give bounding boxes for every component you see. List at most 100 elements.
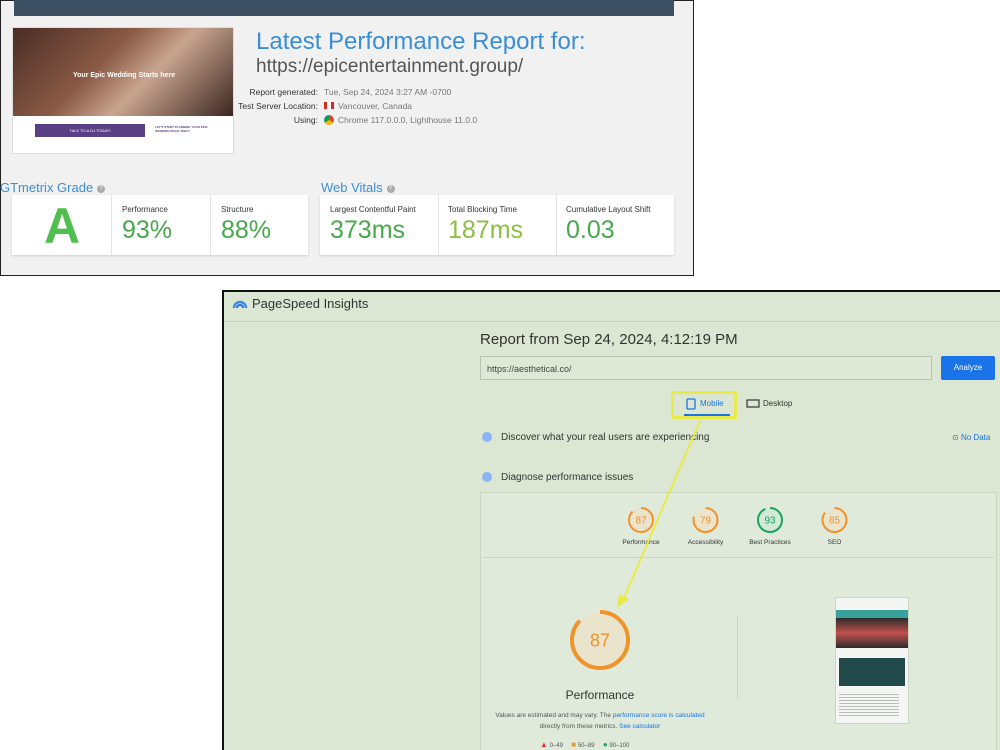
annotation-arrow — [623, 420, 701, 599]
gauge-label: Performance — [622, 539, 660, 546]
lab-card — [480, 492, 997, 750]
analyze-button[interactable]: Analyze — [941, 356, 995, 380]
tab-desktop[interactable]: Desktop — [763, 399, 793, 408]
metric-value: 88% — [221, 216, 272, 244]
vital-value: 187ms — [448, 216, 524, 244]
meta-label: Using: — [293, 115, 318, 125]
thumbnail-cta: LET'S START PLANNING YOUR EPIC WEDDING R… — [155, 125, 208, 133]
no-data: ⊙ No Data — [952, 433, 991, 442]
gauge-arc — [570, 610, 630, 670]
arrow-head — [617, 594, 629, 608]
gauge-score: 87 — [635, 516, 647, 527]
psi-logo — [232, 300, 248, 309]
mobile-icon — [686, 398, 696, 410]
gauge-arc — [757, 507, 783, 533]
report-url: https://epicentertainment.group/ — [256, 56, 524, 77]
thumbnail-photo — [13, 28, 233, 116]
info-icon — [482, 472, 492, 482]
active-tab-underline — [684, 414, 730, 416]
vital-label: Largest Contentful Paint — [330, 205, 416, 214]
metric-value: 93% — [122, 216, 173, 244]
legend-text: 0–49 — [549, 743, 563, 749]
meta-value: Chrome 117.0.0.0, Lighthouse 11.0.0 — [338, 115, 478, 125]
screenshot-text — [839, 694, 899, 716]
tab-mobile[interactable]: Mobile — [700, 399, 724, 408]
note-link[interactable]: performance score is calculated — [612, 712, 705, 719]
legend-pass: ● — [602, 740, 608, 749]
note-text: directly from these metrics. — [539, 723, 618, 730]
card-rule — [482, 557, 994, 558]
metric-label: Structure — [221, 205, 254, 214]
gauge-score: 87 — [590, 630, 610, 650]
grade-card: A Performance 93% Structure 88% — [12, 195, 308, 255]
screenshot-image — [836, 618, 908, 648]
top-bar — [14, 0, 674, 16]
gauge-fill — [758, 508, 782, 532]
grade-heading: GTmetrix Grade? — [0, 180, 106, 195]
field-data-heading: Discover what your real users are experi… — [501, 432, 710, 443]
report-title: Latest Performance Report for: — [256, 28, 586, 55]
no-data-text: No Data — [960, 433, 991, 442]
legend: ▲ 0–49 ■ 50–89 ● 90–100 — [540, 740, 629, 749]
gauge-label: SEO — [828, 539, 842, 546]
url-input[interactable]: https://aesthetical.co/ — [480, 356, 932, 380]
vital-label: Cumulative Layout Shift — [566, 205, 651, 214]
grade-letter: A — [44, 198, 81, 254]
logo-arc — [236, 304, 244, 309]
vitals-card: Largest Contentful Paint 373ms Total Block… — [320, 195, 674, 255]
highlight-box — [671, 391, 737, 419]
screenshot-video — [839, 658, 905, 686]
legend-text: 90–100 — [609, 743, 630, 749]
gauge-arc — [628, 507, 654, 533]
desktop-icon — [746, 399, 760, 408]
vital-label: Total Blocking Time — [448, 205, 517, 214]
app-name: PageSpeed Insights — [252, 296, 369, 311]
meta-label: Report generated: — [249, 87, 318, 97]
grade-heading-text: GTmetrix Grade — [0, 180, 94, 195]
gauge-arc — [821, 507, 848, 533]
chrome-icon — [324, 115, 334, 125]
main-label: Performance — [565, 688, 635, 702]
legend-average: ■ — [571, 740, 577, 749]
thumbnail-button: TALK TO A DJ TODAY! — [35, 124, 145, 137]
gauge-score: 93 — [764, 516, 776, 527]
gauge-label: Best Practices — [749, 539, 791, 546]
divider — [556, 195, 557, 255]
diagnose-heading: Diagnose performance issues — [501, 472, 634, 483]
gauge-fill — [822, 508, 847, 532]
vital-value: 373ms — [330, 216, 406, 244]
score-note: Values are estimated and may vary. The p… — [480, 710, 720, 732]
page-screenshot — [835, 597, 909, 724]
divider — [111, 195, 112, 255]
divider — [438, 195, 439, 255]
gauge-score: 85 — [829, 516, 841, 527]
gauge-fill — [572, 612, 628, 668]
gauge-arc — [692, 507, 719, 533]
icon-shape — [746, 399, 760, 408]
meta-label: Test Server Location: — [238, 101, 318, 111]
metric-label: Performance — [122, 205, 168, 214]
divider — [210, 195, 211, 255]
thumbnail-headline: Your Epic Wedding Starts here — [73, 72, 176, 79]
gauge-fill — [693, 508, 718, 532]
gauge-score: 79 — [700, 516, 712, 527]
header-rule — [224, 321, 1000, 322]
flag-icon — [324, 102, 334, 109]
legend-fail: ▲ — [540, 740, 548, 749]
vitals-heading: Web Vitals? — [321, 180, 395, 195]
meta-value: Vancouver, Canada — [338, 101, 413, 111]
info-icon — [482, 432, 492, 442]
site-thumbnail: Your Epic Wedding Starts here TALK TO A … — [12, 27, 234, 154]
screenshot-nav — [836, 610, 908, 618]
gauge-label: Accessibility — [688, 539, 724, 546]
note-text: Values are estimated and may vary. The — [495, 712, 612, 719]
logo-arc — [232, 300, 248, 309]
vital-value: 0.03 — [566, 216, 615, 244]
vitals-heading-text: Web Vitals — [321, 180, 383, 195]
icon-shape — [686, 398, 696, 410]
calc-link[interactable]: See calculator — [619, 723, 661, 730]
legend-text: 50–89 — [577, 743, 595, 749]
card-divider — [737, 615, 738, 700]
